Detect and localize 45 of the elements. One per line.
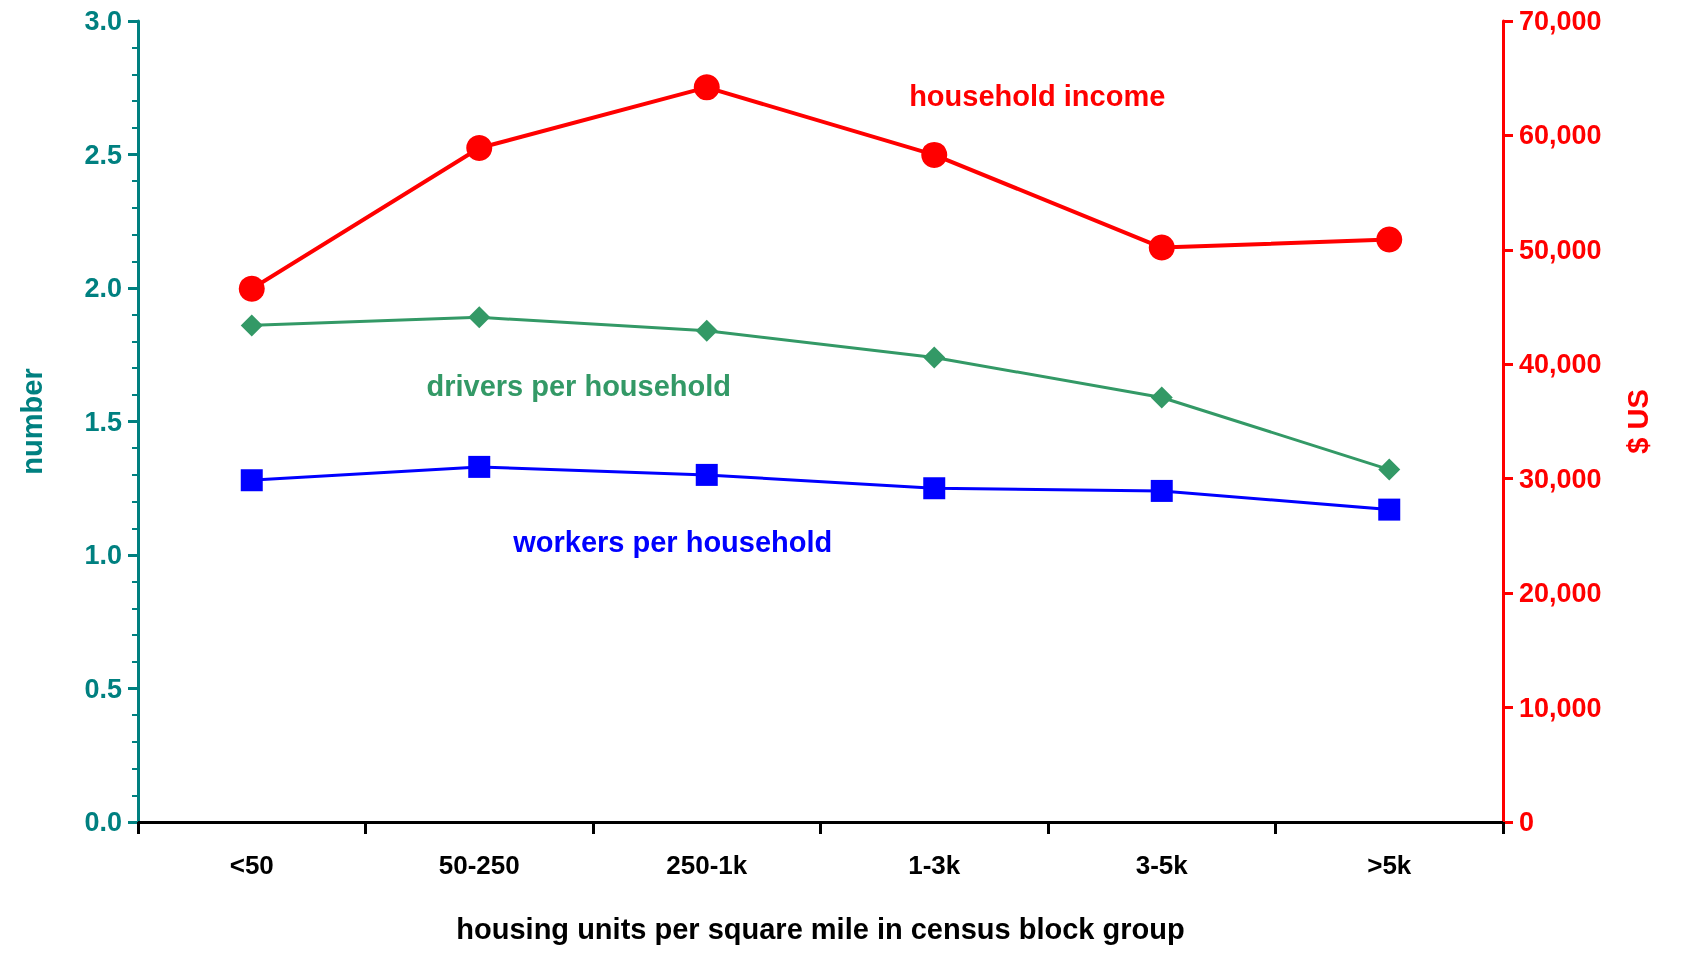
y-tick-label: 1.0: [84, 540, 122, 570]
y-tick-label: 2.5: [84, 139, 122, 170]
series-label: workers per household: [512, 525, 833, 558]
point: [921, 141, 948, 168]
point: [238, 275, 265, 302]
y2-tick-label: 20,000: [1519, 578, 1602, 609]
point: [1376, 226, 1403, 253]
y2-tick-label: 0: [1519, 807, 1535, 837]
point: [695, 463, 718, 486]
y2-tick-label: 60,000: [1519, 120, 1602, 151]
x-axis-title: housing units per square mile in census block group: [456, 912, 1185, 945]
point: [466, 135, 493, 162]
point: [923, 477, 946, 500]
point: [468, 306, 491, 329]
point: [923, 346, 946, 369]
y-tick-label: 3.0: [84, 6, 122, 36]
x-tick-label: 250-1k: [666, 850, 748, 880]
point: [1150, 386, 1173, 409]
y-tick-label: 2.0: [84, 273, 122, 303]
point: [1378, 458, 1401, 481]
y-tick-label: 1.5: [84, 406, 122, 437]
y2-tick-label: 70,000: [1519, 6, 1602, 36]
y2-tick-label: 40,000: [1519, 349, 1602, 380]
point: [240, 469, 263, 492]
x-tick-label: >5k: [1367, 850, 1412, 880]
y-tick-label: 0.5: [84, 673, 122, 704]
x-tick-label: 50-250: [438, 850, 520, 880]
y-axis-title: number: [15, 368, 48, 475]
x-tick-label: 1-3k: [908, 850, 961, 880]
y-tick-label: 0.0: [84, 807, 122, 837]
point: [1378, 498, 1401, 521]
series-label: household income: [909, 79, 1166, 112]
y2-tick-label: 50,000: [1519, 234, 1602, 265]
point: [468, 455, 491, 478]
y2-axis-title: $ US: [1621, 389, 1654, 454]
point: [240, 314, 263, 337]
y2-tick-label: 30,000: [1519, 463, 1602, 494]
point: [1150, 479, 1173, 502]
x-tick-label: <50: [229, 850, 274, 880]
point: [695, 319, 718, 342]
y2-tick-label: 10,000: [1519, 692, 1602, 723]
point: [693, 74, 720, 101]
point: [1148, 234, 1175, 261]
x-tick-label: 3-5k: [1135, 850, 1189, 880]
series-label: drivers per household: [426, 369, 732, 402]
